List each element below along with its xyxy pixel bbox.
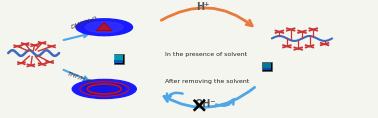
Circle shape (85, 22, 123, 33)
FancyBboxPatch shape (263, 63, 271, 70)
Text: DMF/H₂O: DMF/H₂O (70, 15, 99, 29)
FancyBboxPatch shape (115, 60, 124, 63)
Text: After removing the solvent: After removing the solvent (164, 79, 249, 84)
Circle shape (72, 79, 136, 99)
FancyBboxPatch shape (263, 68, 271, 70)
Circle shape (76, 19, 133, 36)
FancyBboxPatch shape (114, 54, 124, 64)
Circle shape (84, 83, 125, 95)
Polygon shape (97, 23, 112, 31)
Text: H⁺: H⁺ (197, 2, 210, 12)
Text: ×: × (189, 96, 208, 116)
Text: THF/H₂O: THF/H₂O (67, 71, 93, 84)
FancyBboxPatch shape (262, 62, 272, 71)
Text: In the presence of solvent: In the presence of solvent (164, 52, 247, 57)
Text: OH⁻: OH⁻ (195, 99, 216, 109)
FancyBboxPatch shape (115, 55, 124, 63)
